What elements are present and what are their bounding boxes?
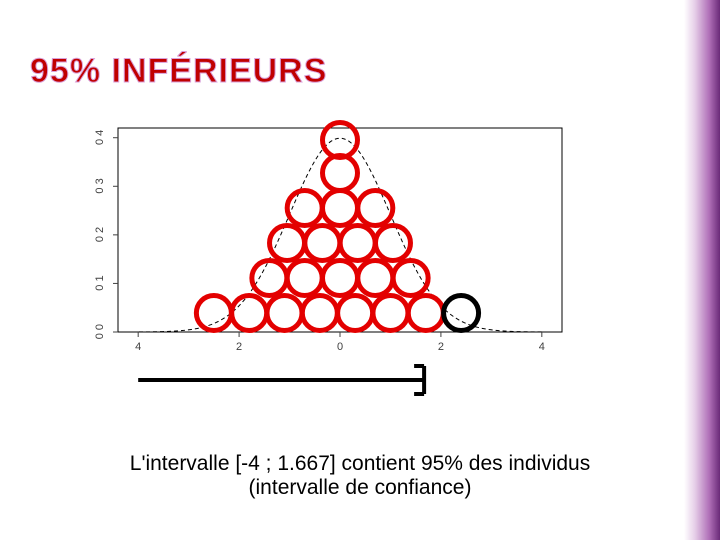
distribution-chart: 0 0 0 1 0 2 0 3 0 4 4 2 0 2 4 xyxy=(78,118,578,428)
svg-text:2: 2 xyxy=(438,341,444,353)
svg-text:0 0: 0 0 xyxy=(94,324,106,339)
caption: L'intervalle [-4 ; 1.667] contient 95% d… xyxy=(0,452,720,500)
svg-text:0 3: 0 3 xyxy=(94,178,106,193)
svg-text:0 1: 0 1 xyxy=(94,275,106,290)
svg-text:0: 0 xyxy=(337,341,343,353)
title-outline: 95% INFÉRIEURS xyxy=(30,52,327,91)
slide-title: 95% INFÉRIEURS 95% INFÉRIEURS xyxy=(30,52,327,91)
svg-text:2: 2 xyxy=(236,341,242,353)
svg-text:0 4: 0 4 xyxy=(94,130,106,145)
svg-text:4: 4 xyxy=(539,341,545,353)
caption-line-1: L'intervalle [-4 ; 1.667] contient 95% d… xyxy=(0,452,720,476)
caption-line-2: (intervalle de confiance) xyxy=(0,476,720,500)
svg-text:0 2: 0 2 xyxy=(94,227,106,242)
svg-text:4: 4 xyxy=(135,341,141,353)
chart-svg: 0 0 0 1 0 2 0 3 0 4 4 2 0 2 4 xyxy=(78,118,578,428)
